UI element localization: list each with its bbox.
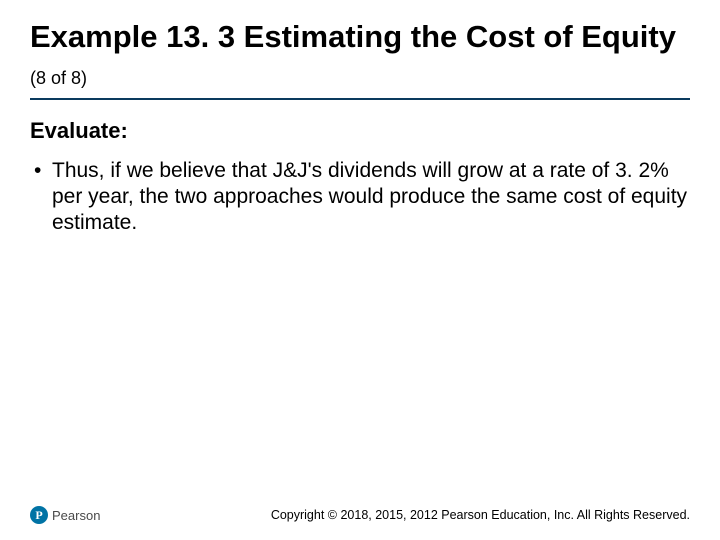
title-sub: (8 of 8) xyxy=(30,68,87,88)
pearson-logo-text: Pearson xyxy=(52,508,100,523)
bullet-list: Thus, if we believe that J&J's dividends… xyxy=(30,158,690,237)
bullet-item: Thus, if we believe that J&J's dividends… xyxy=(30,158,690,237)
copyright-text: Copyright © 2018, 2015, 2012 Pearson Edu… xyxy=(271,508,690,522)
pearson-logo: P Pearson xyxy=(30,506,100,524)
footer: P Pearson Copyright © 2018, 2015, 2012 P… xyxy=(0,506,720,524)
section-label: Evaluate: xyxy=(30,118,690,144)
pearson-logo-icon: P xyxy=(30,506,48,524)
title-rule xyxy=(30,98,690,100)
title-main: Example 13. 3 Estimating the Cost of Equ… xyxy=(30,19,676,54)
slide-title: Example 13. 3 Estimating the Cost of Equ… xyxy=(30,18,690,92)
slide: Example 13. 3 Estimating the Cost of Equ… xyxy=(0,0,720,540)
